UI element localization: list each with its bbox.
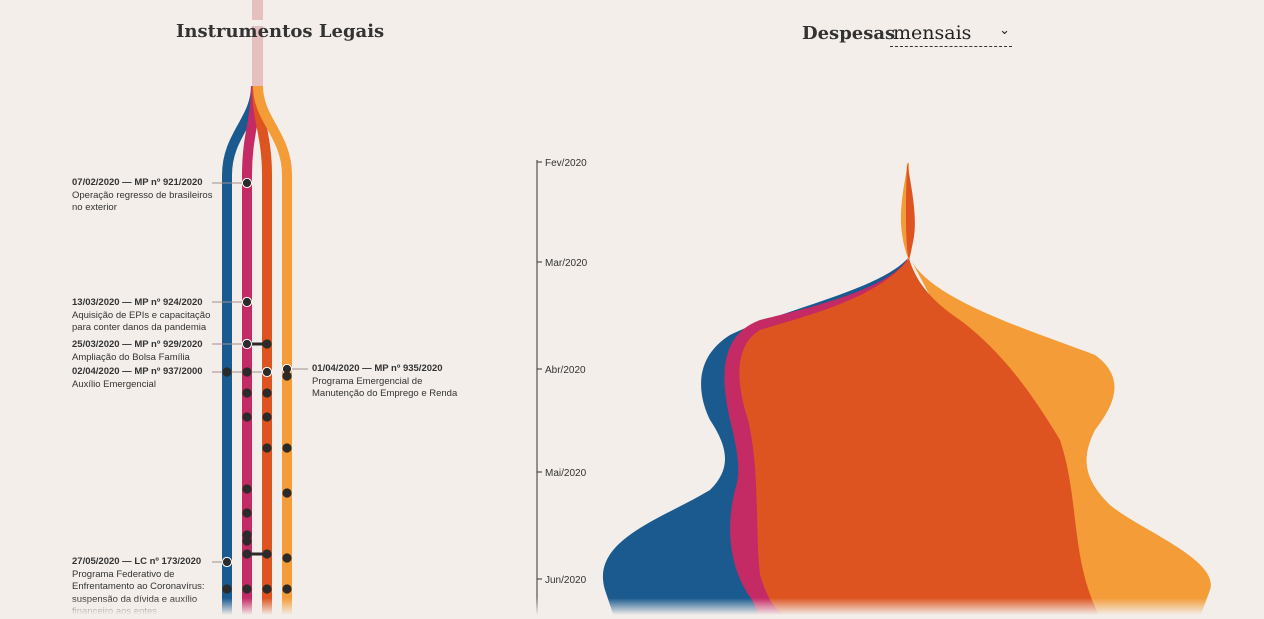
left-title: Instrumentos Legais (176, 21, 385, 42)
event-dot[interactable] (242, 584, 252, 594)
y-tick-label: Mar/2020 (545, 258, 588, 269)
event-dot[interactable] (241, 296, 253, 308)
period-select[interactable]: mensais ⌄ (890, 22, 1012, 47)
event-dot[interactable] (282, 443, 292, 453)
event-dot[interactable] (262, 412, 272, 422)
event-dot[interactable] (262, 443, 272, 453)
event-dot[interactable] (282, 371, 292, 381)
event-head: 27/05/2020 — LC nº 173/2020 (72, 556, 202, 567)
event-head: 01/04/2020 — MP nº 935/2020 (312, 363, 443, 374)
event-desc: Operação regresso de brasileiros no exte… (72, 189, 213, 214)
event-dot[interactable] (262, 388, 272, 398)
event-dots (221, 177, 293, 594)
event-desc: Ampliação do Bolsa Família (72, 351, 190, 363)
event-dot[interactable] (242, 388, 252, 398)
streamgraph (602, 162, 1211, 617)
event-dot[interactable] (282, 488, 292, 498)
event-dot[interactable] (241, 338, 253, 350)
event-desc: Auxílio Emergencial (72, 378, 156, 390)
y-tick-label: Fev/2020 (545, 158, 587, 169)
event-head: 25/03/2020 — MP nº 929/2020 (72, 339, 203, 350)
y-tick-label: Mai/2020 (545, 468, 587, 479)
event-label: 07/02/2020 — MP nº 921/2020 Operação reg… (72, 177, 232, 215)
line-orange-red (252, 85, 272, 617)
trunk-line (252, 26, 263, 86)
right-title: Despesas (802, 23, 896, 44)
time-axis: Fev/2020 Mar/2020 Abr/2020 Mai/2020 Jun/… (536, 158, 588, 617)
period-select-value: mensais (893, 22, 972, 44)
event-label: 13/03/2020 — MP nº 924/2020 Aquisição de… (72, 297, 232, 335)
event-dot[interactable] (261, 366, 273, 378)
bottom-fade (0, 598, 1264, 617)
event-dot[interactable] (242, 412, 252, 422)
event-head: 02/04/2020 — MP nº 937/2000 (72, 366, 203, 377)
event-dot[interactable] (222, 367, 232, 377)
trunk-line (252, 0, 263, 20)
stream-tip-orange-red (905, 162, 915, 260)
event-dot[interactable] (241, 177, 253, 189)
stream-series-orange-red[interactable] (739, 258, 1100, 617)
event-dot[interactable] (282, 553, 292, 563)
event-label: 01/04/2020 — MP nº 935/2020 Programa Eme… (312, 363, 472, 401)
event-head: 07/02/2020 — MP nº 921/2020 (72, 177, 203, 188)
event-dot[interactable] (242, 536, 252, 546)
event-dot[interactable] (222, 584, 232, 594)
event-dot[interactable] (282, 584, 292, 594)
event-dot[interactable] (242, 549, 252, 559)
event-dot[interactable] (221, 556, 233, 568)
event-dot[interactable] (262, 549, 272, 559)
event-dot[interactable] (262, 584, 272, 594)
event-dot[interactable] (242, 508, 252, 518)
y-tick-label: Jun/2020 (545, 575, 587, 586)
line-orange (253, 85, 292, 617)
event-label: 02/04/2020 — MP nº 937/2000 Auxílio Emer… (72, 366, 232, 391)
event-dot[interactable] (242, 367, 252, 377)
event-dot[interactable] (262, 339, 272, 349)
chevron-down-icon: ⌄ (999, 23, 1010, 38)
event-desc: Programa Emergencial de Manutenção do Em… (312, 375, 458, 400)
event-dot[interactable] (242, 484, 252, 494)
event-head: 13/03/2020 — MP nº 924/2020 (72, 297, 203, 308)
event-desc: Aquisição de EPIs e capacitação para con… (72, 309, 211, 334)
y-tick-label: Abr/2020 (545, 365, 586, 376)
event-label: 25/03/2020 — MP nº 929/2020 Ampliação do… (72, 339, 232, 364)
